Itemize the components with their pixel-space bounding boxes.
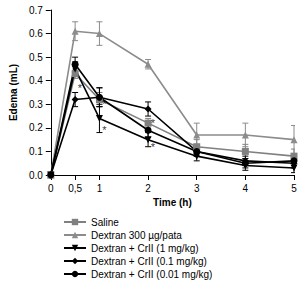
svg-text:5: 5 bbox=[291, 183, 297, 194]
svg-text:0.7: 0.7 bbox=[29, 5, 43, 16]
svg-text:*: * bbox=[102, 124, 107, 136]
svg-text:0.5: 0.5 bbox=[29, 52, 43, 63]
svg-text:*: * bbox=[102, 98, 107, 110]
svg-text:Dextran + CrII (0.01 mg/kg): Dextran + CrII (0.01 mg/kg) bbox=[91, 269, 212, 280]
svg-text:0.1: 0.1 bbox=[29, 146, 43, 157]
svg-text:2: 2 bbox=[145, 183, 151, 194]
svg-text:*: * bbox=[78, 82, 83, 94]
svg-text:0.3: 0.3 bbox=[29, 99, 43, 110]
svg-text:Saline: Saline bbox=[91, 217, 119, 228]
svg-text:0,5: 0,5 bbox=[68, 183, 82, 194]
svg-text:3: 3 bbox=[194, 183, 200, 194]
svg-text:Time (h): Time (h) bbox=[153, 197, 192, 208]
svg-text:0.4: 0.4 bbox=[29, 75, 43, 86]
svg-text:0.2: 0.2 bbox=[29, 122, 43, 133]
svg-text:*: * bbox=[151, 141, 156, 153]
svg-text:Dextran 300 µg/pata: Dextran 300 µg/pata bbox=[91, 230, 182, 241]
svg-text:Dextran + CrII (0.1 mg/kg): Dextran + CrII (0.1 mg/kg) bbox=[91, 256, 207, 267]
svg-text:0: 0 bbox=[48, 183, 54, 194]
svg-text:Edema (mL): Edema (mL) bbox=[8, 64, 19, 121]
svg-text:Dextran + CrII (1 mg/kg): Dextran + CrII (1 mg/kg) bbox=[91, 243, 199, 254]
svg-text:1: 1 bbox=[97, 183, 103, 194]
svg-text:*: * bbox=[151, 117, 156, 129]
svg-text:0.6: 0.6 bbox=[29, 28, 43, 39]
svg-text:0.0: 0.0 bbox=[29, 170, 43, 181]
svg-text:4: 4 bbox=[243, 183, 249, 194]
